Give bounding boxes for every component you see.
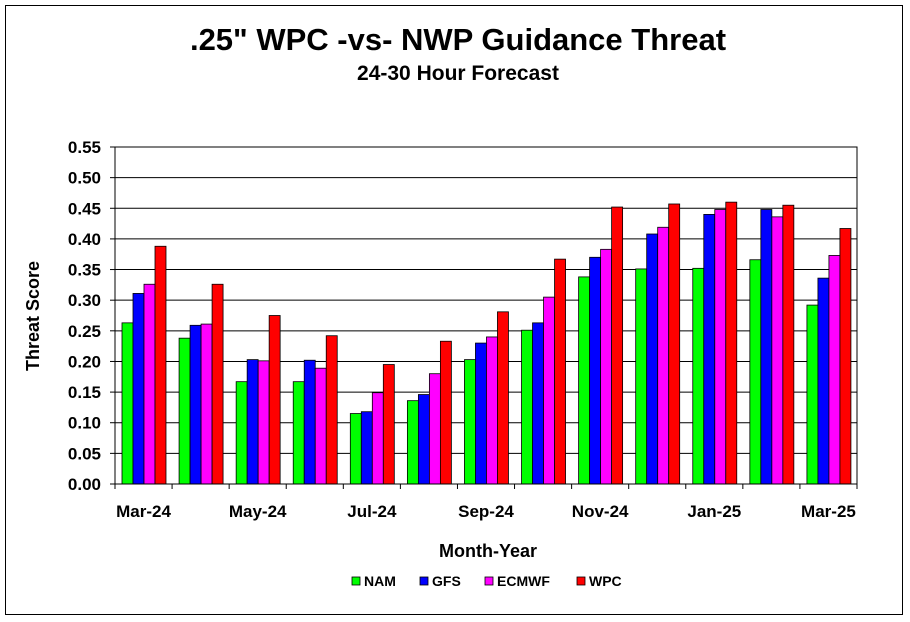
legend-label-gfs: GFS (432, 573, 461, 589)
x-tick-label: May-24 (229, 502, 287, 521)
x-tick-label: Jul-24 (347, 502, 397, 521)
bar-wpc-aug-24 (439, 340, 452, 485)
bar-gfs-apr-24 (189, 324, 202, 485)
bar-gfs-may-24 (246, 359, 259, 485)
x-axis-label: Month-Year (439, 541, 537, 561)
bar-ecmwf-aug-24 (428, 373, 441, 485)
bar-gfs-feb-25 (760, 209, 773, 485)
y-tick-label: 0.05 (68, 444, 101, 463)
bar-nam-aug-24 (406, 400, 419, 485)
bar-ecmwf-feb-25 (771, 216, 784, 485)
chart-subtitle: 24-30 Hour Forecast (357, 62, 559, 85)
y-tick-label: 0.15 (68, 383, 101, 402)
bar-gfs-sep-24 (475, 342, 487, 485)
bar-wpc-feb-25 (782, 204, 795, 485)
bar-wpc-oct-24 (554, 258, 566, 485)
bar-gfs-nov-24 (589, 256, 602, 485)
bar-ecmwf-dec-24 (657, 226, 670, 485)
y-tick-label: 0.30 (68, 291, 101, 310)
legend-swatch-gfs (419, 576, 429, 586)
legend-label-ecmwf: ECMWF (497, 573, 550, 589)
bar-gfs-oct-24 (532, 322, 544, 485)
bar-gfs-jan-25 (703, 213, 716, 485)
bar-gfs-mar-25 (817, 277, 830, 485)
bar-nam-jul-24 (349, 413, 362, 485)
legend-label-wpc: WPC (589, 573, 622, 589)
bar-nam-jan-25 (692, 267, 705, 485)
bar-gfs-mar-24 (132, 293, 145, 485)
y-tick-label: 0.55 (68, 138, 101, 157)
x-tick-label: Sep-24 (458, 502, 514, 521)
legend-swatch-nam (351, 576, 361, 586)
bar-ecmwf-jan-25 (714, 209, 727, 485)
bar-gfs-jun-24 (303, 359, 316, 485)
chart-title: .25" WPC -vs- NWP Guidance Threat (190, 22, 726, 57)
y-tick-label: 0.10 (68, 414, 101, 433)
x-tick-label: Jan-25 (687, 502, 741, 521)
x-tick-label: Mar-24 (116, 502, 171, 521)
y-axis-ticks: 0.00 0.05 0.10 0.15 0.20 0.25 0.30 0.35 0.40 0.45… (68, 138, 115, 494)
legend-label-nam: NAM (364, 573, 396, 589)
y-tick-label: 0.50 (68, 169, 101, 188)
bar-wpc-mar-25 (839, 228, 852, 485)
bar-wpc-apr-24 (211, 283, 224, 485)
bar-ecmwf-mar-25 (828, 255, 841, 485)
y-tick-label: 0.20 (68, 352, 101, 371)
bar-wpc-may-24 (268, 315, 281, 485)
bar-nam-apr-24 (178, 337, 191, 485)
bar-nam-oct-24 (521, 329, 533, 485)
legend: NAM GFS ECMWF WPC (351, 573, 622, 589)
bar-ecmwf-mar-24 (143, 283, 156, 485)
bar-nam-nov-24 (578, 276, 591, 485)
y-tick-label: 0.35 (68, 261, 101, 280)
bar-ecmwf-jun-24 (314, 367, 327, 485)
bar-nam-dec-24 (635, 268, 648, 485)
y-tick-label: 0.00 (68, 475, 101, 494)
bar-nam-sep-24 (464, 359, 476, 485)
bar-nam-may-24 (235, 381, 248, 485)
bar-ecmwf-may-24 (257, 360, 270, 485)
x-axis-ticks: Mar-24 May-24 Jul-24 Sep-24 Nov-24 Jan-25 Mar-… (114, 484, 858, 521)
bar-gfs-jul-24 (360, 411, 373, 485)
bar-nam-feb-25 (749, 259, 762, 485)
bar-wpc-nov-24 (611, 206, 624, 485)
bar-wpc-sep-24 (497, 311, 509, 485)
bar-nam-mar-25 (806, 304, 819, 485)
bar-ecmwf-apr-24 (200, 323, 213, 485)
legend-swatch-wpc (576, 576, 586, 586)
bar-ecmwf-oct-24 (543, 296, 555, 485)
bar-wpc-mar-24 (154, 245, 167, 485)
bar-gfs-aug-24 (417, 394, 430, 485)
bar-ecmwf-sep-24 (486, 336, 498, 485)
plot-border (114, 146, 858, 485)
bar-gfs-dec-24 (646, 233, 659, 485)
bar-wpc-jul-24 (382, 364, 395, 485)
bar-wpc-dec-24 (668, 203, 681, 485)
x-tick-label: Nov-24 (572, 502, 629, 521)
bar-ecmwf-jul-24 (371, 392, 384, 485)
bars (121, 201, 852, 485)
legend-swatch-ecmwf (484, 576, 494, 586)
y-axis-label: Threat Score (23, 261, 43, 371)
y-tick-label: 0.45 (68, 199, 101, 218)
y-tick-label: 0.40 (68, 230, 101, 249)
bar-nam-mar-24 (121, 322, 134, 485)
y-tick-label: 0.25 (68, 322, 101, 341)
bar-nam-jun-24 (292, 381, 305, 485)
bar-wpc-jan-25 (725, 201, 738, 485)
x-tick-label: Mar-25 (801, 502, 856, 521)
bar-ecmwf-nov-24 (600, 248, 613, 485)
bar-wpc-jun-24 (325, 335, 338, 485)
